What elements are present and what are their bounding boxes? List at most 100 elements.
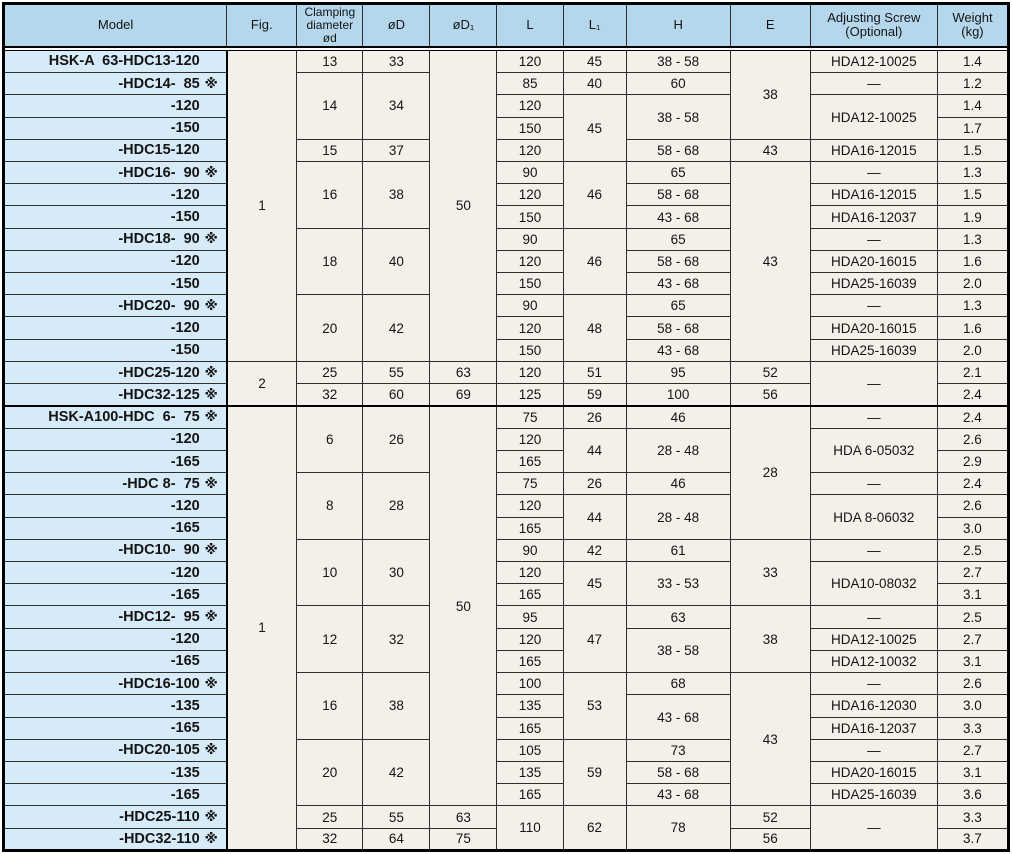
column-header: Weight (kg) (936, 2, 1010, 48)
value-cell: 14 (296, 72, 364, 140)
model-cell: -HDC32-125 ※ (2, 383, 228, 407)
value-cell: 32 (296, 383, 364, 407)
table-row: -HDC16-100 ※ 16 38 100 53 68 43—2.6 (2, 672, 1010, 807)
value-cell: HDA12-10025 (809, 627, 938, 651)
value-cell: 38 (729, 605, 811, 674)
value-cell: 63 (429, 805, 498, 829)
model-name: -HDC32-110 (119, 830, 200, 847)
model-cell: -HDC20-105 ※ (2, 738, 228, 762)
model-name: -120 (170, 564, 200, 581)
value-cell: 1.9 (936, 205, 1010, 229)
value-cell: 55 (362, 805, 431, 829)
value-cell: 69 (429, 383, 498, 407)
model-cell: -HDC12- 95 ※ (2, 605, 228, 629)
value-cell: 100 (625, 383, 731, 407)
model-name: -HDC25-110 (119, 809, 200, 826)
value-cell: 1.6 (936, 316, 1010, 340)
value-cell: HDA20-16015 (809, 249, 938, 274)
value-cell: 38 - 58 (625, 94, 731, 140)
value-cell: 2.1 (936, 360, 1010, 385)
table-row: -165 165 43 - 68 HDA25-16039 3.6 (2, 783, 1010, 807)
value-cell: 46 (562, 160, 627, 229)
value-cell: 33 - 53 (625, 560, 731, 607)
table-row: -120 120 38 - 58 HDA12-10025 2.7 (2, 627, 1010, 674)
table-row: -150 150 43 - 68 HDA25-16039 2.0 (2, 338, 1010, 362)
value-cell: 120 (496, 494, 564, 518)
table-row: -120 120 58 - 68 HDA20-16015 1.6 (2, 316, 1010, 340)
table-section: HSK-A 63-HDC13-120 1 13 33 50 120 45 38 - 58 38 H… (2, 49, 1010, 407)
value-cell: 50 (429, 49, 498, 362)
value-cell: 46 (562, 227, 627, 296)
model-name: -HDC15-120 (118, 142, 200, 159)
table-row: -HDC32-110 ※ 32 64 75 56 3.7 (2, 827, 1010, 852)
value-cell: 58 - 68 (625, 183, 731, 207)
value-cell: HDA20-16015 (809, 760, 938, 785)
model-cell: -120 (2, 627, 228, 651)
table-row: -165 165 HDA12-10032 3.1 (2, 649, 1010, 674)
value-cell: HDA 6-05032 (809, 427, 938, 474)
value-cell: 44 (562, 494, 627, 540)
model-name: -HDC20-105 (118, 742, 200, 759)
model-name: -120 (170, 186, 200, 203)
table-row: -135 135 58 - 68 HDA20-16015 3.1 (2, 760, 1010, 785)
reference-mark: ※ (204, 542, 218, 558)
value-cell: 15 (296, 138, 364, 162)
header-row: Model Fig. Clamping diameter ød øD øD₁ L L₁ H E A… (2, 2, 1010, 48)
model-cell: -120 (2, 183, 228, 207)
table-row: -HDC25-120 ※ 2 25 55 63 120 51 95 52—2.1 (2, 360, 1010, 407)
table-row: -HDC12- 95 ※ 12 32 95 47 63 38—2.5 (2, 605, 1010, 674)
value-cell: 16 (296, 160, 364, 229)
model-cell: -150 (2, 272, 228, 296)
value-cell: 150 (496, 338, 564, 362)
value-cell: 150 (496, 205, 564, 229)
table-section: HSK-A100-HDC 6- 75 ※ 1 6 26 50 75 26 46 28—2.4 -12… (2, 404, 1010, 852)
value-cell: 20 (296, 738, 364, 807)
value-cell: 60 (625, 72, 731, 96)
model-name: -165 (170, 786, 200, 803)
value-cell: 38 - 58 (625, 627, 731, 674)
value-cell: 16 (296, 672, 364, 740)
value-cell: 165 (496, 783, 564, 807)
value-cell: 25 (296, 805, 364, 829)
model-name: HSK-A 63-HDC13-120 (48, 53, 200, 70)
value-cell: HDA12-10025 (809, 49, 938, 74)
model-name: -120 (170, 497, 200, 514)
model-name: -HDC20- 90 (118, 297, 200, 314)
value-cell: 100 (496, 672, 564, 696)
value-cell: HDA 8-06032 (809, 494, 938, 540)
value-cell: 58 - 68 (625, 760, 731, 785)
value-cell: 47 (562, 605, 627, 674)
value-cell: 120 (496, 316, 564, 340)
value-cell: 110 (496, 805, 564, 851)
table-row: -HDC18- 90 ※ 18 40 90 46 65 —1.3 (2, 227, 1010, 296)
value-cell: 2.5 (936, 538, 1010, 563)
value-cell: — (809, 294, 938, 318)
model-name: -HDC25-120 (118, 364, 200, 381)
value-cell: 3.7 (936, 827, 1010, 852)
value-cell: 2.6 (936, 494, 1010, 518)
value-cell: 42 (562, 538, 627, 563)
value-cell: 42 (362, 738, 431, 807)
value-cell: 45 (562, 560, 627, 607)
value-cell: 1.2 (936, 72, 1010, 96)
model-name: -HDC32-125 (118, 386, 200, 403)
value-cell: 37 (362, 138, 431, 162)
value-cell: 120 (496, 249, 564, 274)
model-cell: -135 (2, 694, 228, 718)
model-name: -135 (170, 764, 200, 781)
value-cell: 2.9 (936, 449, 1010, 474)
value-cell: 53 (562, 672, 627, 740)
value-cell: HDA16-12030 (809, 694, 938, 718)
model-name: -150 (170, 120, 200, 137)
reference-mark: ※ (204, 742, 218, 758)
value-cell: 85 (496, 72, 564, 96)
value-cell: — (809, 672, 938, 696)
value-cell: 61 (625, 538, 731, 563)
value-cell: 28 (362, 472, 431, 540)
value-cell: 43 - 68 (625, 205, 731, 229)
value-cell: 1.3 (936, 160, 1010, 185)
value-cell: 120 (496, 360, 564, 385)
value-cell: 135 (496, 760, 564, 785)
value-cell: 120 (496, 560, 564, 585)
